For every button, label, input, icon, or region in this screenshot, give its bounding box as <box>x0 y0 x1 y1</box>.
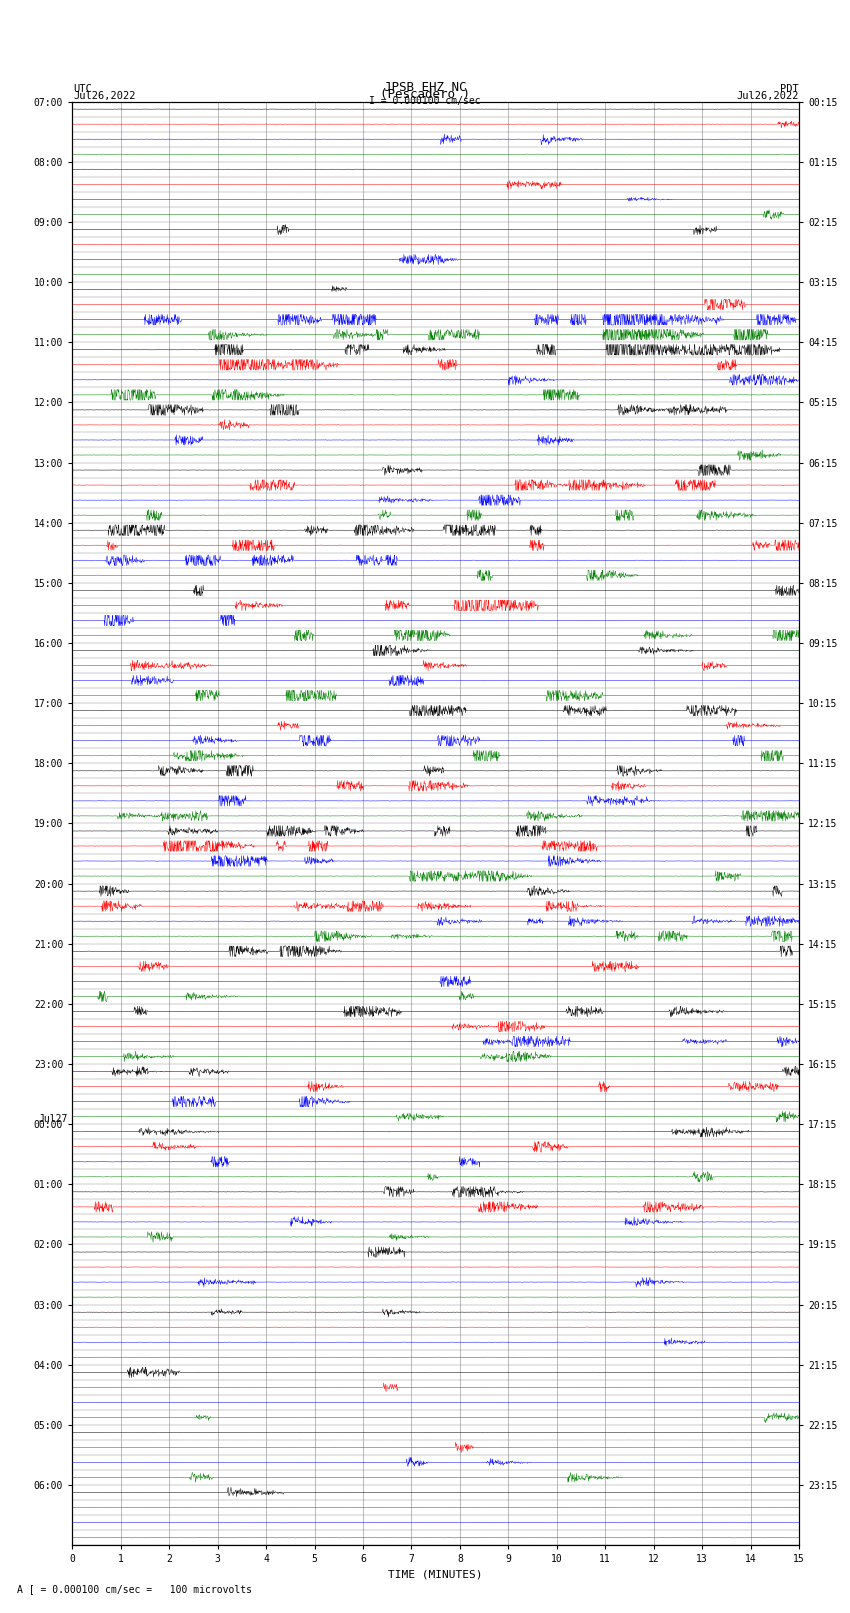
Text: UTC: UTC <box>73 84 92 94</box>
Text: PDT: PDT <box>780 84 799 94</box>
Text: A [ = 0.000100 cm/sec =   100 microvolts: A [ = 0.000100 cm/sec = 100 microvolts <box>17 1584 252 1594</box>
Text: I = 0.000100 cm/sec: I = 0.000100 cm/sec <box>369 95 481 106</box>
X-axis label: TIME (MINUTES): TIME (MINUTES) <box>388 1569 483 1579</box>
Text: Jul26,2022: Jul26,2022 <box>73 90 136 100</box>
Text: Jul27: Jul27 <box>38 1115 68 1124</box>
Text: Jul26,2022: Jul26,2022 <box>736 90 799 100</box>
Text: JPSB EHZ NC: JPSB EHZ NC <box>383 81 467 94</box>
Text: (Pescadero ): (Pescadero ) <box>380 87 470 100</box>
